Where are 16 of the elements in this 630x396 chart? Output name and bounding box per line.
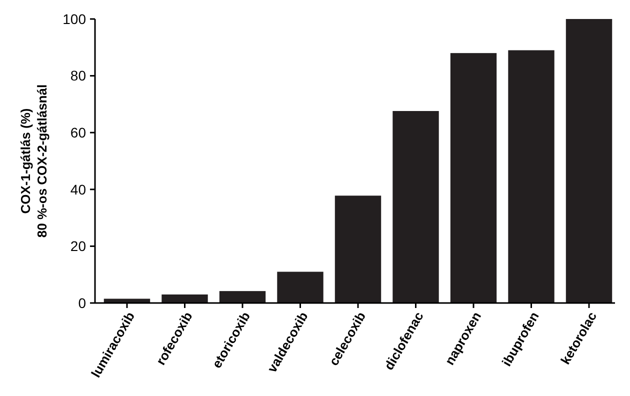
y-tick-label: 20	[70, 238, 86, 254]
bar	[104, 298, 150, 303]
y-tick-label: 80	[70, 68, 86, 84]
bar	[450, 53, 497, 303]
y-tick-label: 0	[78, 294, 86, 311]
y-tick-label: 40	[70, 181, 86, 198]
y-axis-title: COX-1-gátlás (%) 80 %-os COX-2-gátlásnál	[18, 84, 50, 238]
bar	[334, 196, 382, 303]
bar	[508, 50, 554, 303]
bar	[219, 291, 266, 303]
bar	[566, 19, 612, 303]
y-tick-label: 100	[62, 10, 86, 27]
bar	[392, 111, 439, 303]
y-tick-label: 60	[70, 124, 86, 140]
bar	[162, 294, 208, 303]
bar	[277, 272, 324, 303]
